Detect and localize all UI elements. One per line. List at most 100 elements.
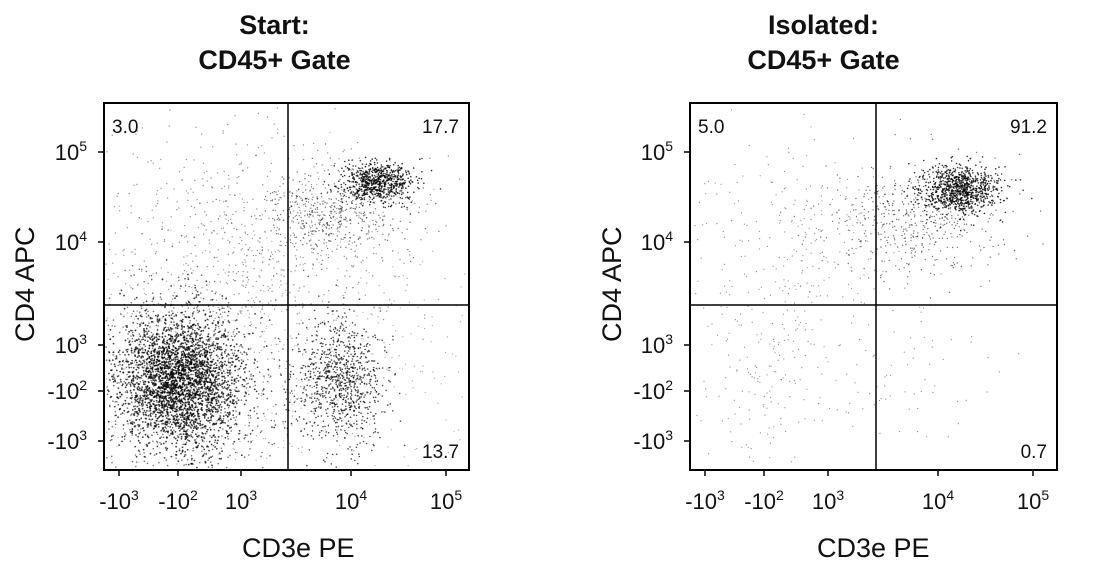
data-point <box>181 416 184 418</box>
data-point <box>201 387 204 390</box>
chart-title-line1: Start: <box>239 10 310 40</box>
data-point <box>170 429 173 431</box>
data-point <box>233 335 236 338</box>
data-point <box>155 453 158 455</box>
data-point <box>161 410 164 413</box>
data-point <box>198 434 200 437</box>
data-point <box>149 326 151 328</box>
data-point <box>345 326 347 329</box>
data-point <box>204 326 207 329</box>
data-point <box>175 353 178 356</box>
data-point <box>372 415 374 417</box>
data-point <box>144 380 146 383</box>
data-point <box>194 414 196 417</box>
data-point <box>330 463 333 465</box>
data-point <box>365 331 368 333</box>
data-point <box>373 374 376 376</box>
data-point <box>169 418 172 421</box>
data-point <box>370 181 373 184</box>
data-point <box>353 364 355 366</box>
data-point <box>138 383 140 386</box>
data-point <box>158 404 161 407</box>
data-point <box>203 343 206 345</box>
data-point <box>166 436 168 439</box>
data-point <box>157 426 160 428</box>
data-point <box>334 403 336 406</box>
data-point <box>351 322 354 324</box>
data-point <box>186 392 188 395</box>
data-point <box>185 337 188 340</box>
data-point <box>192 407 195 410</box>
data-point <box>377 400 379 403</box>
data-point <box>266 380 269 383</box>
data-point <box>353 385 356 387</box>
data-point <box>130 315 133 318</box>
data-point <box>210 416 212 419</box>
data-point <box>158 378 161 381</box>
data-point <box>375 367 378 370</box>
data-point <box>208 440 211 443</box>
data-point <box>172 318 174 320</box>
data-point <box>165 258 168 261</box>
data-point <box>125 358 128 361</box>
data-point <box>113 363 116 366</box>
data-point <box>165 370 168 373</box>
data-point <box>172 409 174 412</box>
data-point <box>226 394 228 397</box>
data-point <box>294 410 297 413</box>
data-point <box>169 393 172 396</box>
data-point <box>335 363 338 366</box>
data-point <box>226 383 229 386</box>
data-point <box>197 339 200 341</box>
data-point <box>150 331 153 334</box>
data-point <box>212 406 215 409</box>
data-point <box>207 305 210 308</box>
data-point <box>170 353 173 356</box>
data-point <box>190 373 192 376</box>
data-point <box>139 324 142 327</box>
data-point <box>198 328 200 331</box>
data-point <box>392 180 394 183</box>
data-point <box>170 375 173 377</box>
data-point <box>199 202 201 204</box>
data-point <box>370 378 372 381</box>
data-point <box>222 428 224 430</box>
data-point <box>420 178 423 180</box>
data-point <box>142 338 145 341</box>
data-point <box>348 308 351 311</box>
data-point <box>197 436 199 438</box>
data-point <box>158 399 161 402</box>
data-point <box>353 422 355 425</box>
data-point <box>310 358 312 361</box>
data-point <box>314 392 316 395</box>
data-point <box>190 420 192 423</box>
data-point <box>169 391 172 394</box>
data-point <box>171 376 174 379</box>
data-point <box>413 191 415 193</box>
data-point <box>185 374 187 377</box>
data-point <box>174 297 176 300</box>
data-point <box>130 347 133 350</box>
data-point <box>109 439 112 442</box>
data-point <box>169 386 172 389</box>
data-point <box>179 409 181 412</box>
data-point <box>231 394 234 396</box>
data-point <box>198 347 200 349</box>
data-point <box>192 449 194 452</box>
data-point <box>135 395 138 397</box>
data-point <box>130 398 133 400</box>
data-point <box>178 398 181 401</box>
data-point <box>180 452 182 455</box>
data-point <box>199 344 202 347</box>
data-point <box>304 400 307 402</box>
data-point <box>260 455 262 458</box>
data-point <box>336 310 338 312</box>
data-point <box>165 420 168 423</box>
data-point <box>165 375 167 378</box>
data-point <box>201 359 204 362</box>
data-point <box>142 448 145 451</box>
data-point <box>174 414 177 417</box>
data-point <box>192 429 195 432</box>
data-point <box>163 409 165 412</box>
data-point <box>228 371 231 374</box>
